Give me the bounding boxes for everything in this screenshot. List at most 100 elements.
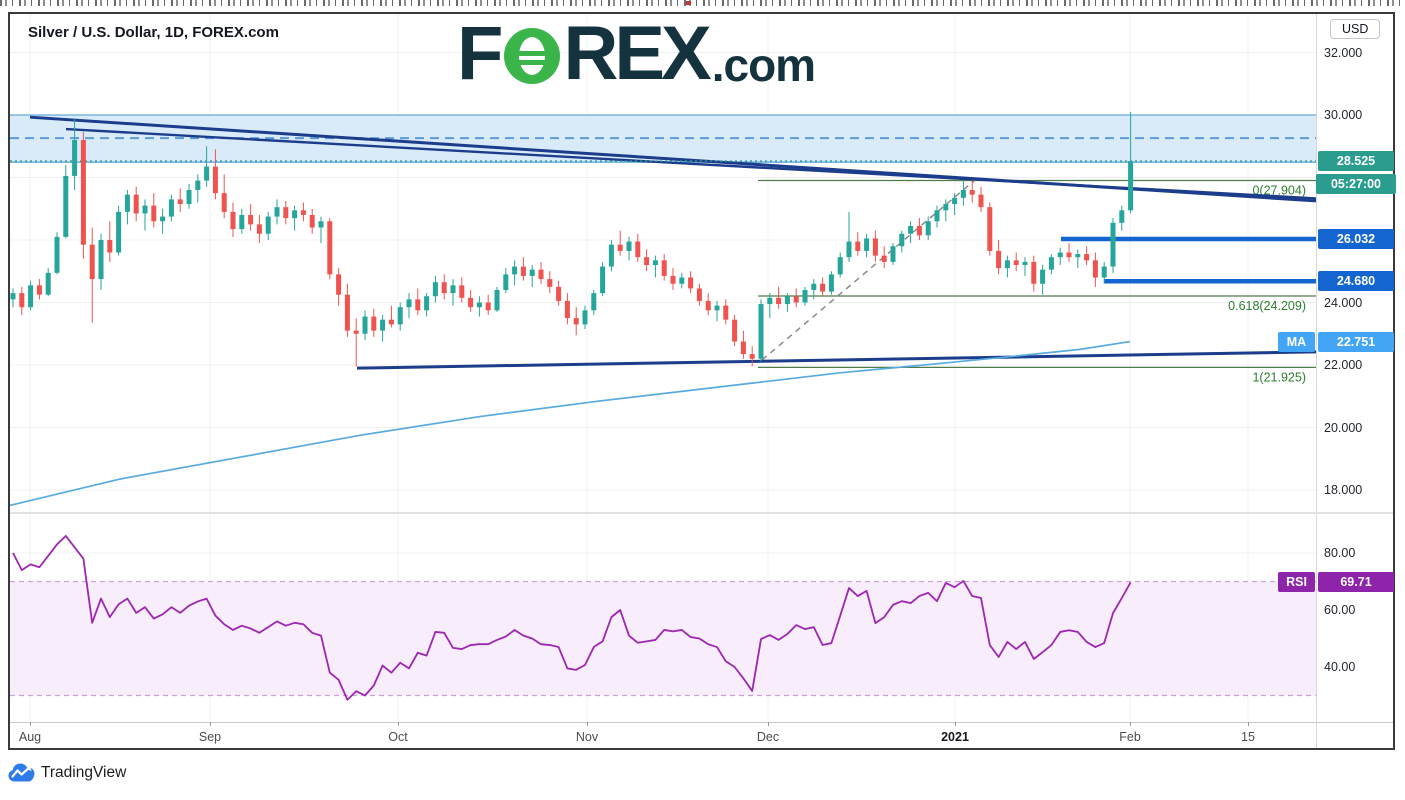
candle: [600, 266, 606, 294]
candle: [98, 240, 104, 280]
fib-retracement[interactable]: 0(27.904) 0.618(24.209) 1(21.925): [758, 179, 1316, 385]
candlestick-series[interactable]: [10, 111, 1134, 367]
candle: [784, 296, 790, 305]
dashed-trend-diagonal: [761, 179, 976, 361]
candle: [292, 210, 298, 219]
candle: [793, 296, 799, 303]
candle: [142, 205, 148, 214]
candle: [230, 211, 236, 230]
rsi-tick-60.00: 60.00: [1324, 603, 1356, 617]
candle: [740, 341, 746, 355]
time-label-Feb: Feb: [1119, 730, 1141, 744]
rsi-value-badge: 69.71: [1318, 572, 1394, 593]
candle: [274, 207, 280, 217]
candle: [1075, 254, 1081, 258]
time-label-Aug: Aug: [18, 730, 42, 744]
candle: [415, 299, 421, 311]
candle: [1110, 222, 1116, 267]
tradingview-logo-text: TradingView: [41, 763, 127, 781]
candle: [626, 241, 632, 251]
candle: [820, 283, 826, 292]
candle: [732, 319, 738, 342]
trendlines[interactable]: [29, 115, 1317, 370]
countdown-badge: 05:27:00: [1316, 174, 1396, 195]
time-label-Sep: Sep: [198, 730, 222, 744]
level-badge-26.032: 26.032: [1318, 229, 1394, 249]
candle: [776, 297, 782, 305]
tradingview-attribution[interactable]: TradingView: [8, 763, 126, 782]
time-label-2021: 2021: [941, 730, 969, 744]
candle: [362, 316, 368, 334]
candle: [582, 310, 588, 325]
horizontal-levels[interactable]: [1061, 236, 1316, 284]
candle: [265, 216, 271, 234]
candle: [714, 305, 720, 311]
candle: [283, 207, 289, 219]
candle: [899, 233, 905, 247]
pane-separator[interactable]: [10, 512, 1393, 514]
candle: [327, 221, 333, 275]
chart-canvas[interactable]: 0(27.904) 0.618(24.209) 1(21.925): [10, 14, 1393, 748]
fib-label: 0.618(24.209): [1228, 299, 1306, 313]
candle: [828, 274, 834, 292]
candle: [19, 293, 25, 308]
resistance-zone: [10, 114, 1316, 163]
candle: [424, 296, 430, 311]
candle: [151, 205, 157, 222]
candle: [195, 180, 201, 190]
candle: [80, 140, 86, 245]
rsi-line[interactable]: [12, 535, 1132, 701]
candle: [459, 285, 465, 298]
candle: [969, 190, 975, 195]
candle: [107, 240, 113, 253]
watermark-letter-f: F: [457, 11, 503, 96]
candle: [63, 175, 69, 237]
candle: [758, 304, 764, 359]
candle: [406, 299, 412, 308]
candle: [767, 297, 773, 305]
candle: [925, 221, 931, 236]
time-axis-tick: [955, 722, 956, 726]
candle: [116, 211, 122, 253]
candle: [256, 224, 262, 234]
candle: [494, 290, 500, 311]
candle: [124, 194, 130, 212]
candle: [943, 204, 949, 211]
candle: [1119, 210, 1125, 223]
rsi-band: [10, 580, 1316, 697]
candle: [512, 266, 518, 275]
forex-com-watermark-logo: F REX .com: [457, 11, 816, 96]
candle: [441, 282, 447, 294]
candle: [309, 215, 315, 228]
candle: [934, 210, 940, 222]
ma-line[interactable]: [10, 340, 1131, 507]
candle: [1031, 261, 1037, 284]
candle: [353, 330, 359, 334]
price-tick-20.000: 20.000: [1324, 420, 1363, 435]
time-axis-tick: [768, 722, 769, 726]
candle: [864, 238, 870, 251]
candle: [133, 194, 139, 214]
time-axis-separator: [10, 722, 1393, 723]
candle: [221, 193, 227, 212]
candle: [1057, 252, 1063, 258]
rsi-label-badge: RSI: [1278, 572, 1315, 593]
candle: [617, 244, 623, 251]
candle: [300, 210, 306, 215]
candle: [450, 285, 456, 294]
usd-currency-button[interactable]: USD: [1330, 19, 1381, 39]
candle: [28, 285, 34, 308]
tradingview-logo-icon: [8, 763, 35, 782]
candle: [177, 199, 183, 205]
candle: [10, 293, 16, 300]
candle: [1013, 260, 1019, 265]
candle: [204, 166, 210, 181]
candle: [872, 238, 878, 256]
rsi-tick-40.00: 40.00: [1324, 660, 1356, 674]
chart-frame[interactable]: 0(27.904) 0.618(24.209) 1(21.925) Silver /…: [8, 11, 1396, 750]
candle: [573, 318, 579, 325]
time-label-Nov: Nov: [575, 730, 599, 744]
candle: [855, 241, 861, 251]
candle: [468, 297, 474, 308]
